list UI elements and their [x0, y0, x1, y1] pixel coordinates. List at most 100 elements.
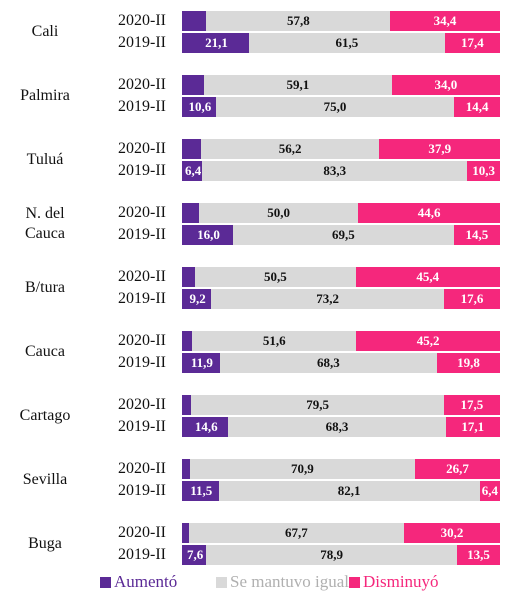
value-label: 67,7 — [284, 525, 308, 540]
bar-segment — [182, 545, 207, 565]
value-label: 57,8 — [287, 13, 310, 28]
period-label: 2020-II — [118, 396, 166, 413]
period-label: 2019-II — [118, 418, 166, 435]
value-label: 30,2 — [440, 525, 464, 540]
bar-segment — [182, 161, 203, 181]
city-label: Palmira — [20, 87, 70, 104]
bar-segment — [182, 331, 193, 351]
value-label: 79,5 — [306, 397, 329, 412]
value-label: 10,6 — [188, 99, 212, 114]
city-label: Tuluá — [26, 151, 64, 168]
value-label: 11,5 — [190, 483, 213, 498]
bar-segment — [182, 203, 200, 223]
period-label: 2019-II — [118, 482, 166, 499]
legend-label: Disminuyó — [363, 572, 439, 591]
bar-segment — [415, 459, 500, 479]
bar-segment — [191, 395, 445, 415]
bar-segment — [182, 289, 212, 309]
value-label: 17,1 — [461, 419, 485, 434]
value-label: 19,8 — [457, 355, 480, 370]
period-label: 2019-II — [118, 290, 166, 307]
value-label: 34,4 — [433, 13, 457, 28]
bar-segment — [355, 267, 500, 287]
value-label: 16,0 — [197, 227, 220, 242]
value-label: 45,2 — [416, 333, 440, 348]
period-label: 2019-II — [118, 98, 166, 115]
value-label: 13,5 — [467, 547, 490, 562]
value-label: 17,4 — [460, 35, 484, 50]
period-label: 2020-II — [118, 332, 166, 349]
bar-segment — [218, 481, 480, 501]
city-label: Sevilla — [22, 471, 68, 488]
value-label: 68,3 — [317, 355, 340, 370]
legend-swatch — [100, 577, 111, 588]
period-label: 2020-II — [118, 204, 166, 221]
value-label: 14,4 — [465, 99, 489, 114]
value-label: 21,1 — [205, 35, 228, 50]
bar-segment — [192, 331, 357, 351]
bar-segment — [202, 161, 468, 181]
bar-segment — [249, 33, 445, 53]
value-label: 14,5 — [465, 227, 489, 242]
legend-swatch — [216, 577, 227, 588]
bar-segment — [188, 523, 404, 543]
bar-segment — [444, 33, 500, 53]
bar-segment — [379, 139, 500, 159]
bar-segment — [182, 523, 189, 543]
value-label: 56,2 — [278, 141, 302, 156]
period-label: 2020-II — [118, 524, 166, 541]
bar-segment — [453, 225, 500, 245]
bar-segment — [437, 353, 500, 373]
value-label: 78,9 — [320, 547, 343, 562]
period-label: 2020-II — [118, 460, 166, 477]
bar-segment — [219, 353, 438, 373]
bar-segment — [199, 203, 359, 223]
period-label: 2019-II — [118, 162, 166, 179]
period-label: 2020-II — [118, 12, 166, 29]
bar-segment — [445, 417, 500, 437]
bar-segment — [215, 97, 455, 117]
value-label: 9,2 — [189, 291, 206, 306]
bar-segment — [182, 225, 233, 245]
bar-segment — [391, 75, 500, 95]
bar-segment — [182, 481, 219, 501]
bar-segment — [189, 459, 416, 479]
bar-segment — [182, 417, 229, 437]
bar-segment — [182, 97, 216, 117]
value-label: 17,5 — [460, 397, 484, 412]
value-label: 11,9 — [190, 355, 213, 370]
bar-segment — [182, 267, 196, 287]
city-label: N. del Cauca — [25, 205, 65, 242]
bar-segment — [454, 97, 500, 117]
value-label: 37,9 — [428, 141, 452, 156]
bar-segment — [444, 289, 500, 309]
value-label: 45,4 — [416, 269, 440, 284]
bar-segment — [358, 203, 500, 223]
bar-segment — [182, 139, 201, 159]
city-label: B/tura — [25, 279, 65, 296]
period-label: 2020-II — [118, 76, 166, 93]
city-label: Cali — [31, 23, 59, 40]
value-label: 68,3 — [325, 419, 349, 434]
bar-segment — [390, 11, 500, 31]
value-label: 75,0 — [323, 99, 347, 114]
period-label: 2020-II — [118, 268, 166, 285]
bar-segment — [211, 289, 445, 309]
period-label: 2019-II — [118, 34, 166, 51]
bar-segment — [403, 523, 500, 543]
legend-swatch — [349, 577, 360, 588]
bar-segment — [228, 417, 446, 437]
value-label: 6,4 — [185, 163, 202, 178]
value-label: 70,9 — [290, 461, 314, 476]
period-label: 2019-II — [118, 546, 166, 563]
bar-segment — [182, 75, 204, 95]
bar-segment — [182, 353, 220, 373]
bar-segment — [195, 267, 356, 287]
value-label: 10,3 — [472, 163, 495, 178]
bar-segment — [182, 33, 250, 53]
bar-segment — [232, 225, 454, 245]
bar-segment — [467, 161, 500, 181]
period-label: 2019-II — [118, 226, 166, 243]
value-label: 14,6 — [194, 419, 218, 434]
city-label: Cartago — [19, 407, 71, 424]
